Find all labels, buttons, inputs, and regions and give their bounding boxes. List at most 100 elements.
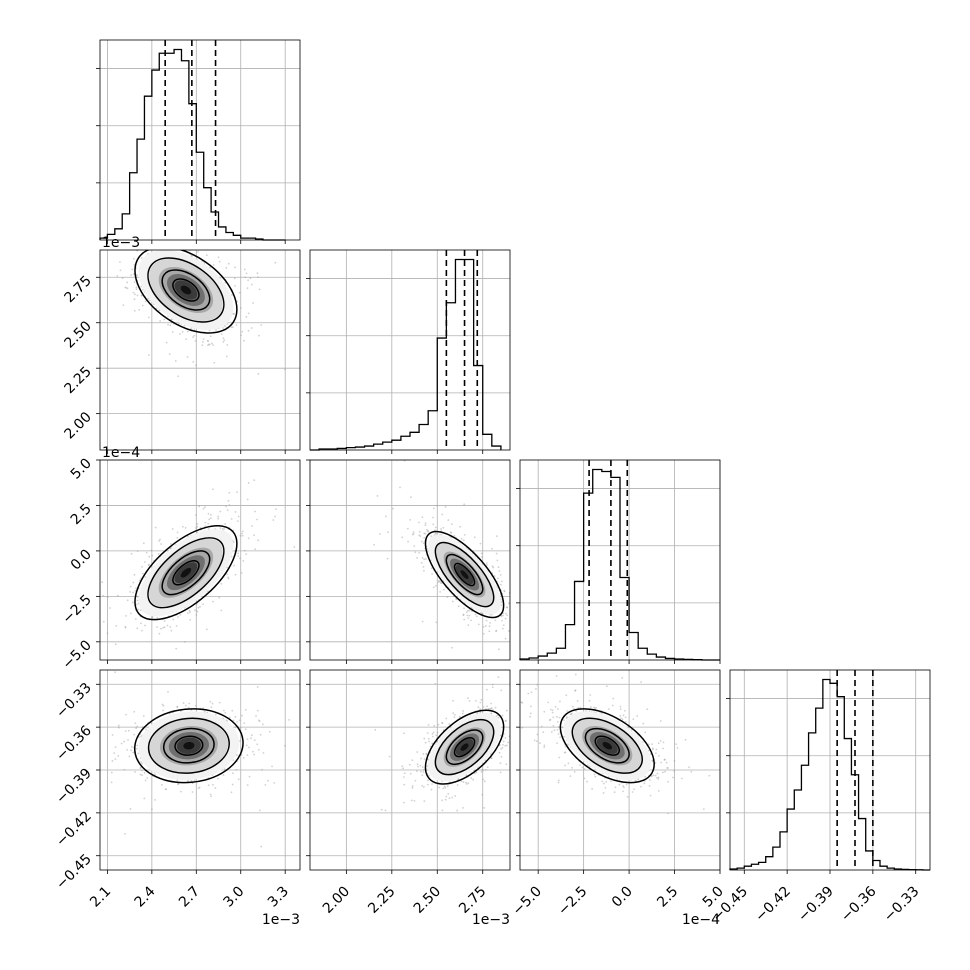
scatter-point [418,551,420,554]
scatter-point [182,702,185,704]
scatter-point [123,768,126,771]
scatter-point [462,614,465,617]
scatter-point [497,648,500,651]
scatter-point [217,515,220,518]
scatter-point [106,596,109,599]
scatter-point [235,754,238,756]
scatter-point [234,573,237,576]
scatter-point [420,757,422,760]
scatter-point [210,514,212,516]
scatter-point [160,244,162,246]
scatter-point [424,532,427,535]
scatter-point [189,618,192,621]
scatter-point [159,320,161,322]
scatter-point [144,561,146,563]
scatter-point [142,542,145,545]
scatter-point [123,219,125,221]
contour-line [172,278,200,302]
scatter-point [512,577,514,579]
scatter-point [254,548,257,551]
scatter-point [194,704,197,707]
scatter-point [196,610,199,613]
scatter-point [141,565,143,568]
scatter-point [175,647,178,650]
scatter-point [462,539,465,542]
scatter-point [198,786,201,789]
scatter-point [244,728,247,731]
scatter-point [111,734,114,736]
scatter-point [430,567,433,570]
scatter-point [121,277,124,280]
panel-content [116,219,286,378]
scatter-point [461,712,464,715]
scatter-point [259,733,262,736]
scatter-point [411,785,414,787]
scatter-point [136,627,139,630]
scatter-point [194,339,197,342]
scatter-point [134,722,137,725]
scatter-point [505,744,508,747]
scatter-point [123,740,125,743]
scatter-point [136,744,139,747]
scatter-point [457,605,460,608]
scatter-point [231,709,234,712]
scatter-point [513,642,515,644]
scatter-point [134,618,137,620]
scatter-point [301,711,303,713]
scatter-point [131,601,134,604]
scatter-point [485,619,488,622]
scatter-point [203,710,206,713]
scatter-point [212,783,214,786]
scatter-point [226,509,229,512]
scatter-point [453,534,456,537]
scatter-point [212,264,215,266]
scatter-point [110,771,113,774]
scatter-point [482,778,484,781]
scatter-point [256,686,259,688]
scatter-point [495,535,498,538]
scatter-point [214,787,217,789]
scatter-point [151,554,154,557]
scatter-point [466,614,469,617]
scatter-point [232,541,235,544]
scatter-point [135,603,138,606]
scatter-point [132,591,135,594]
scatter-point [133,573,136,576]
scatter-point [234,284,236,287]
scatter-point [146,777,149,779]
contour-line [134,250,238,334]
scatter-point [484,625,487,627]
scatter-point [194,514,197,517]
scatter-point [180,246,182,248]
scatter-point [224,325,227,328]
scatter-point [221,527,224,530]
scatter-point [188,609,191,612]
scatter-point [171,245,173,247]
scatter-point [209,335,212,338]
scatter-point [376,495,379,497]
scatter-point [467,617,470,619]
scatter-point [192,336,194,339]
scatter-point [245,272,248,275]
scatter-point [495,552,498,555]
scatter-point [488,630,491,633]
scatter-point [474,613,477,616]
scatter-point [186,355,189,358]
scatter-point [117,594,119,597]
scatter-point [195,613,198,616]
hist-step-line [729,678,930,871]
scatter-point [133,733,136,736]
scatter-point [444,786,447,789]
contour-line [174,735,204,756]
scatter-point [162,704,165,707]
density-fill [180,285,192,295]
scatter-point [247,537,250,540]
scatter-panel-3-1 [306,669,511,874]
scatter-point [133,298,136,301]
scatter-point [192,361,195,363]
scatter-point [179,332,181,335]
scatter-point [144,576,147,578]
axes-frame [99,459,301,661]
scatter-point [114,758,117,761]
scatter-point [234,715,237,718]
